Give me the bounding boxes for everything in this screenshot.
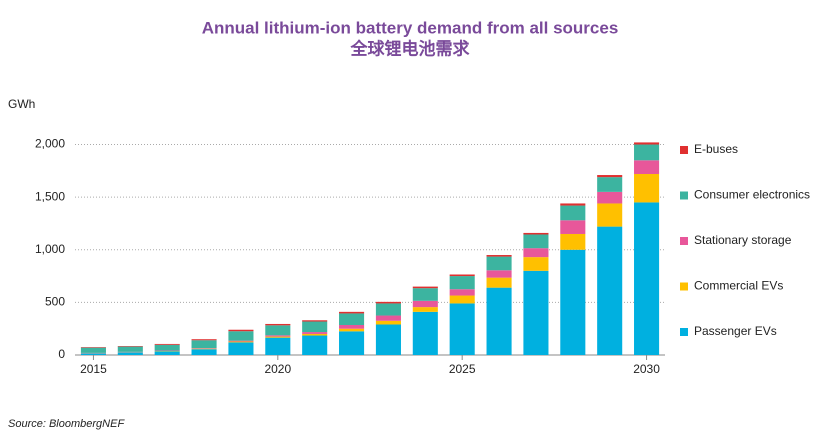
bar-segment <box>228 330 253 331</box>
bar-segment <box>339 312 364 314</box>
bar-segment <box>634 145 659 161</box>
bar-segment <box>413 307 438 312</box>
bar-segment <box>265 324 290 325</box>
legend-label: Stationary storage <box>694 233 792 247</box>
bar-segment <box>523 233 548 235</box>
legend-swatch <box>680 283 688 291</box>
bar-segment <box>487 288 512 355</box>
bar-segment <box>302 332 327 334</box>
bar-segment <box>597 227 622 355</box>
legend-swatch <box>680 146 688 154</box>
bar-segment <box>450 303 475 355</box>
bar-segment <box>339 325 364 329</box>
bar-segment <box>413 312 438 355</box>
bar-segment <box>192 349 217 355</box>
bar-segment <box>523 235 548 249</box>
bar-segment <box>376 324 401 355</box>
bar-segment <box>265 338 290 355</box>
y-axis-label: GWh <box>8 97 35 111</box>
bar-segment <box>376 316 401 321</box>
y-tick-label: 0 <box>58 347 65 361</box>
bar-segment <box>413 287 438 289</box>
chart-title: Annual lithium-ion battery demand from a… <box>202 18 619 37</box>
bar-segment <box>376 321 401 325</box>
bar-segment <box>560 206 585 221</box>
bar-segment <box>560 250 585 355</box>
x-tick-label: 2025 <box>449 362 476 376</box>
bar-segment <box>192 349 217 350</box>
bar-segment <box>597 192 622 204</box>
bar-segment <box>376 302 401 304</box>
bar-segment <box>560 203 585 205</box>
bar-segment <box>339 331 364 355</box>
bar-segment <box>302 320 327 321</box>
bar-segment <box>339 313 364 325</box>
y-tick-label: 500 <box>45 295 65 309</box>
bar-segment <box>634 160 659 174</box>
bar-segment <box>302 334 327 336</box>
bar-segment <box>192 340 217 348</box>
legend-swatch <box>680 192 688 200</box>
bar-segment <box>228 342 253 343</box>
bar-segment <box>560 234 585 250</box>
bar-segment <box>192 339 217 340</box>
bar-segment <box>450 296 475 304</box>
bar-segment <box>339 329 364 332</box>
bar-segment <box>81 353 106 355</box>
chart-subtitle: 全球锂电池需求 <box>350 38 470 58</box>
bar-segment <box>597 175 622 177</box>
bar-segment <box>81 348 106 353</box>
bar-segment <box>487 257 512 271</box>
bar-segment <box>413 288 438 301</box>
bar-segment <box>118 347 143 352</box>
bar-segment <box>118 346 143 347</box>
bar-segment <box>265 337 290 338</box>
bar-segment <box>228 341 253 342</box>
bar-segment <box>450 289 475 295</box>
bar-segment <box>228 331 253 340</box>
bar-segment <box>487 270 512 277</box>
bar-segment <box>597 203 622 226</box>
legend-label: Commercial EVs <box>694 279 783 293</box>
bar-segment <box>634 202 659 355</box>
source: Source: BloombergNEF <box>8 418 125 430</box>
bar-segment <box>376 303 401 315</box>
bar-segment <box>265 325 290 335</box>
bar-segment <box>487 255 512 257</box>
x-tick-label: 2015 <box>80 362 107 376</box>
legend-label: Consumer electronics <box>694 188 810 202</box>
bar-segment <box>192 348 217 349</box>
bar-segment <box>560 220 585 234</box>
bar-segment <box>302 336 327 355</box>
bar-segment <box>228 342 253 355</box>
bar-segment <box>302 322 327 333</box>
bar-segment <box>523 271 548 355</box>
bar-segment <box>265 335 290 336</box>
bar-segment <box>450 276 475 289</box>
y-tick-label: 2,000 <box>35 137 65 151</box>
y-tick-label: 1,500 <box>35 189 65 203</box>
bar-segment <box>597 177 622 192</box>
bar-segment <box>634 142 659 144</box>
bar-segment <box>413 301 438 307</box>
legend-label: E-buses <box>694 142 738 156</box>
bar-segment <box>118 352 143 355</box>
x-tick-label: 2020 <box>264 362 291 376</box>
x-tick-label: 2030 <box>633 362 660 376</box>
bar-segment <box>487 278 512 288</box>
bar-segment <box>634 174 659 202</box>
bar-segment <box>155 351 180 355</box>
legend-label: Passenger EVs <box>694 324 777 338</box>
legend-swatch <box>680 237 688 245</box>
bar-segment <box>155 345 180 351</box>
bar-segment <box>155 344 180 345</box>
legend-swatch <box>680 328 688 336</box>
bar-segment <box>450 274 475 276</box>
y-tick-label: 1,000 <box>35 242 65 256</box>
bar-segment <box>81 347 106 348</box>
bar-segment <box>523 257 548 271</box>
bar-segment <box>523 248 548 257</box>
